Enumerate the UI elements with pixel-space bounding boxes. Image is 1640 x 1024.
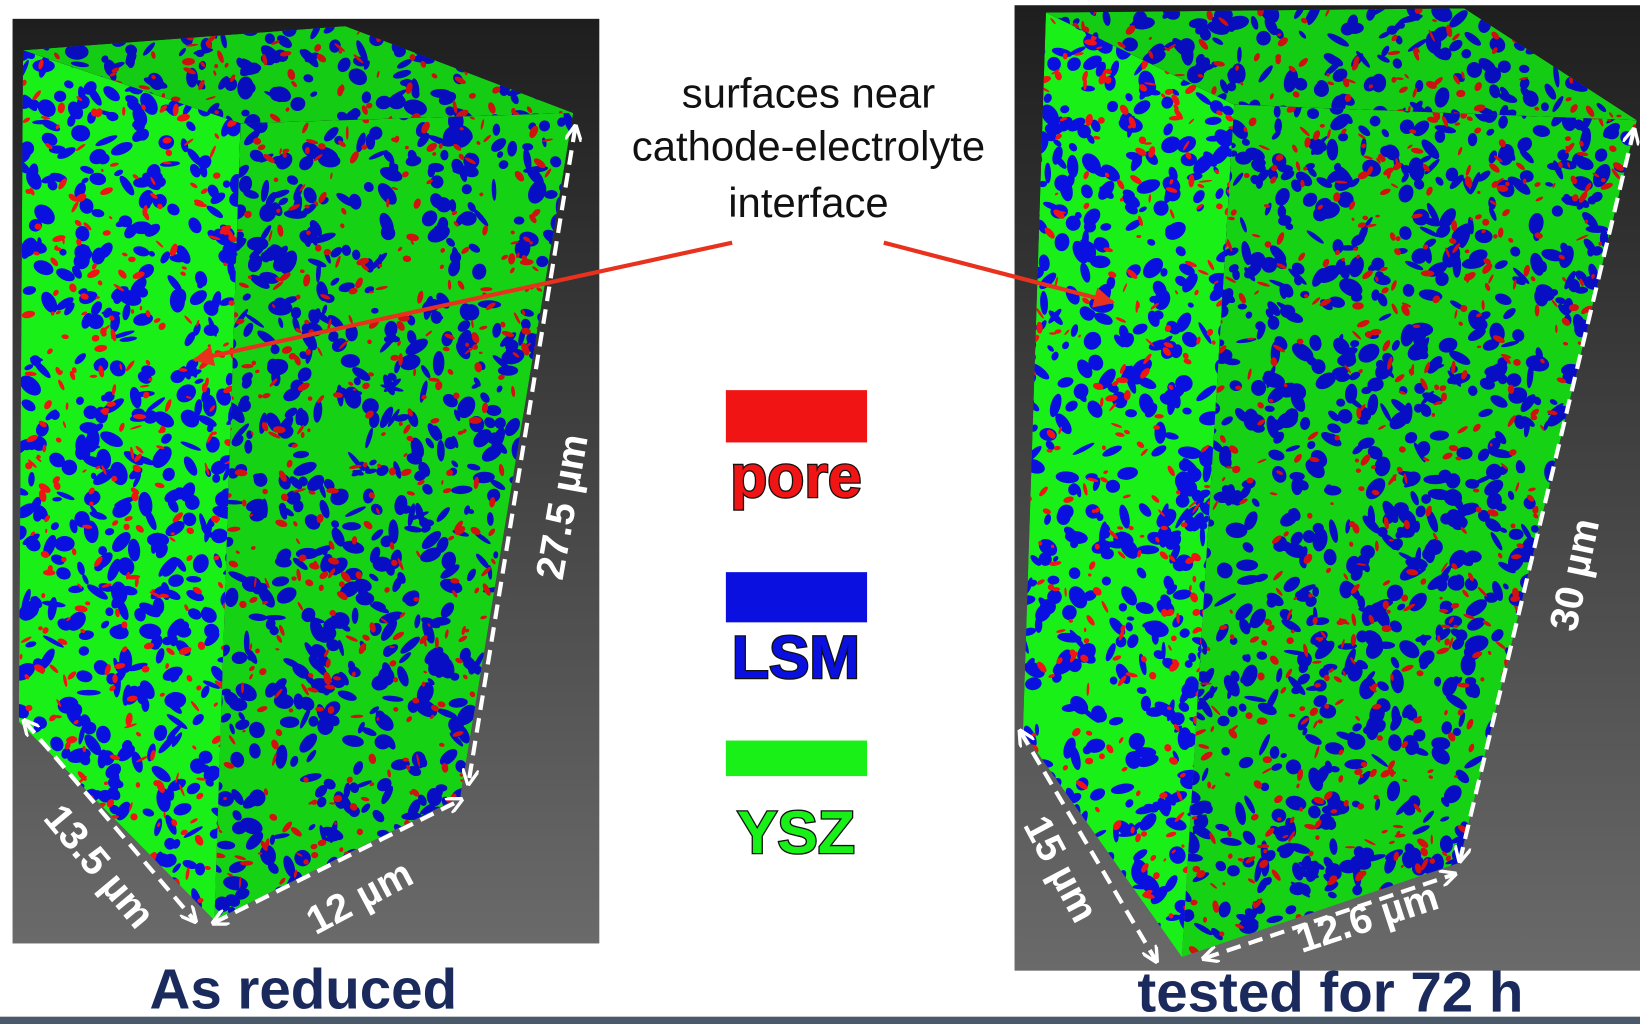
pore: [1085, 758, 1093, 765]
pore: [1069, 619, 1073, 623]
page: {"annotation":{"lines":["surfaces near",…: [0, 0, 1640, 1024]
pore: [1154, 414, 1163, 418]
lsm-grain: [1165, 225, 1177, 237]
figure: 27.5 µm 13.5 µm 12 µm 30 µm 15 µm 12.6 µ…: [0, 0, 1640, 1024]
lsm-grain: [1161, 642, 1165, 660]
lsm-grain: [1154, 422, 1166, 444]
pore: [128, 257, 136, 263]
lsm-grain: [1035, 617, 1043, 633]
lsm-grain: [77, 690, 101, 696]
